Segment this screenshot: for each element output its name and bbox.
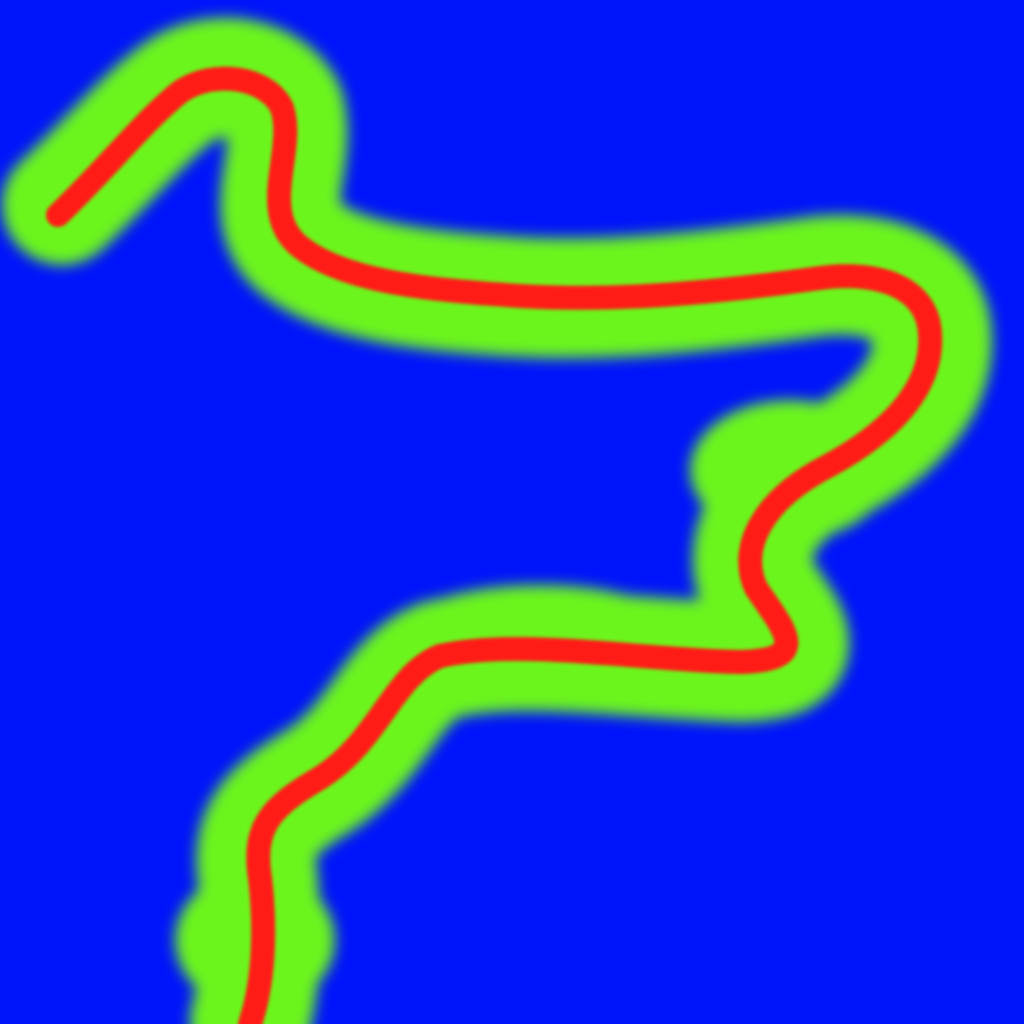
centerline-group [46, 66, 943, 1024]
region-blob-right [690, 400, 890, 540]
centerline-path [46, 66, 943, 1024]
